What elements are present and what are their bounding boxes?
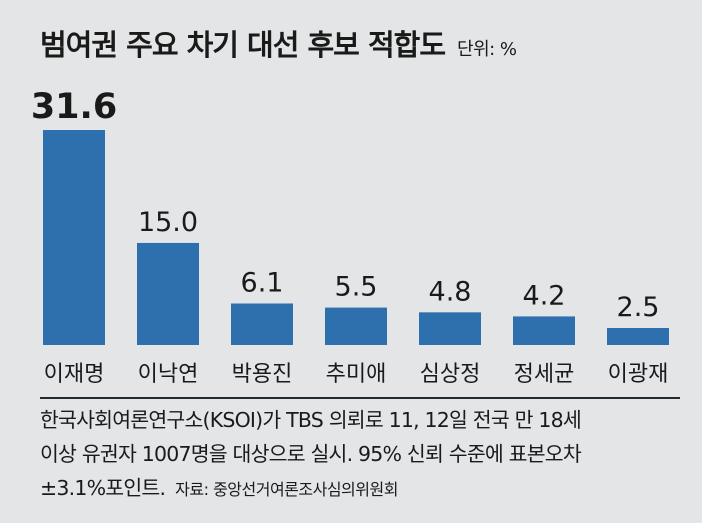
bar-심상정 [419,312,481,345]
bar-박용진 [231,303,293,345]
value-label: 5.5 [335,272,378,303]
value-label: 4.2 [523,280,566,311]
chart-title: 범여권 주요 차기 대선 후보 적합도 [40,28,446,62]
bar-이광재 [607,327,669,345]
category-label: 이광재 [608,362,669,387]
value-label: 2.5 [617,292,660,323]
category-label: 박용진 [232,362,293,387]
bar-추미애 [325,307,387,345]
value-label: 4.8 [429,276,472,307]
bar-이낙연 [137,242,199,345]
footnote-line-3: ±3.1%포인트. 자료: 중앙선거여론조사심의위원회 [40,471,690,507]
chart-header: 범여권 주요 차기 대선 후보 적합도 단위: % [40,22,517,64]
footnote: 한국사회여론연구소(KSOI)가 TBS 의뢰로 11, 12일 전국 만 18… [40,403,690,507]
value-label: 15.0 [138,207,198,238]
footnote-margin: ±3.1%포인트. [40,476,166,500]
source-note: 자료: 중앙선거여론조사심의위원회 [175,480,398,499]
unit-label: 단위: % [457,39,517,60]
bar-정세균 [513,316,575,345]
value-label: 31.6 [31,87,117,127]
category-label: 심상정 [420,362,481,387]
category-label: 이낙연 [138,362,199,387]
category-label: 이재명 [44,362,105,387]
footnote-line-1: 한국사회여론연구소(KSOI)가 TBS 의뢰로 11, 12일 전국 만 18… [40,408,582,432]
bar-chart: 31.6 이재명 15.0 이낙연 6.1 박용진 5.5 추미애 4.8 심상정 4.2 정세균 2.… [31,87,669,387]
bar-이재명 [43,130,105,345]
value-label: 6.1 [241,267,284,298]
category-label: 정세균 [514,362,575,387]
divider-line [40,397,680,399]
category-label: 추미애 [326,362,387,387]
footnote-line-2: 이상 유권자 1007명을 대상으로 실시. 95% 신뢰 수준에 표본오차 [40,442,582,466]
